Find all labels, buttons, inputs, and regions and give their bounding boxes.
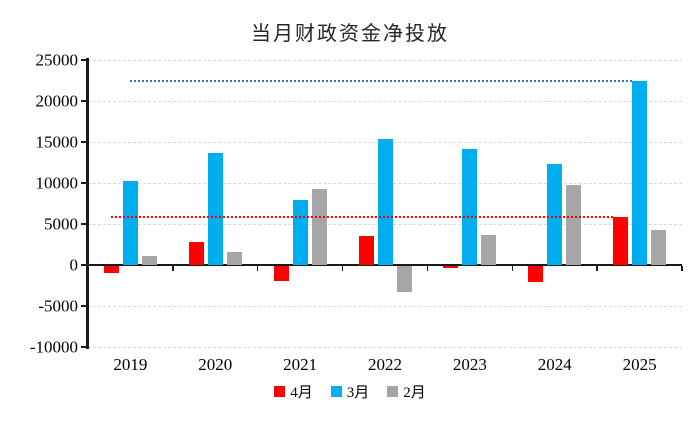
- y-axis-tick: [81, 264, 88, 266]
- y-axis-tick-label: -10000: [29, 337, 78, 357]
- february-swatch-icon: [387, 386, 399, 397]
- bar-4月-2025: [613, 216, 629, 265]
- bar-4月-2022: [358, 236, 374, 265]
- bar-2月-2023: [481, 235, 497, 265]
- y-axis-tick: [81, 100, 88, 102]
- bar-4月-2020: [188, 242, 204, 265]
- x-axis-tick: [87, 266, 89, 272]
- y-gridline: [88, 305, 682, 307]
- bar-3月-2023: [462, 148, 478, 265]
- y-axis-tick: [81, 182, 88, 184]
- y-gridline: [88, 59, 682, 61]
- chart-legend: 4月 3月 2月: [0, 381, 700, 402]
- x-axis-label: 2020: [198, 355, 233, 374]
- x-axis-tick: [172, 266, 174, 272]
- bar-3月-2025: [632, 80, 648, 265]
- x-axis-label: 2024: [537, 355, 572, 374]
- y-axis-tick-label: 5000: [44, 214, 78, 234]
- chart-title: 当月财政资金净投放: [251, 23, 449, 45]
- bar-2月-2020: [226, 251, 242, 265]
- bar-2月-2019: [141, 255, 157, 265]
- y-axis-tick-label: 25000: [35, 50, 79, 70]
- bar-3月-2020: [207, 153, 223, 265]
- x-axis-tick: [341, 266, 344, 272]
- april-swatch-icon: [274, 386, 286, 397]
- bar-3月-2019: [122, 180, 138, 265]
- bar-4月-2019: [103, 266, 119, 273]
- x-axis-tick: [256, 266, 259, 272]
- x-axis-tick: [426, 266, 429, 272]
- bar-2月-2025: [651, 229, 667, 265]
- legend-label-april: 4月: [290, 385, 313, 401]
- y-axis-tick-label: -5000: [38, 296, 78, 316]
- bar-2月-2022: [396, 266, 412, 293]
- bar-4月-2024: [528, 266, 544, 282]
- y-gridline: [88, 100, 682, 102]
- bar-2月-2021: [311, 188, 327, 265]
- y-axis-tick: [81, 346, 88, 348]
- legend-item-march: 3月: [330, 381, 370, 402]
- y-axis-tick: [81, 305, 88, 307]
- x-axis: [88, 263, 682, 267]
- y-axis-tick-label: 0: [69, 255, 79, 275]
- bar-4月-2023: [443, 266, 459, 269]
- bar-3月-2022: [377, 138, 393, 265]
- reference-line-3月: [130, 79, 633, 82]
- x-axis-tick: [511, 266, 514, 272]
- bar-3月-2021: [292, 200, 308, 265]
- y-axis-tick-label: 20000: [35, 91, 79, 111]
- y-axis: [86, 58, 89, 349]
- x-axis-label: 2021: [283, 355, 318, 374]
- march-swatch-icon: [330, 386, 342, 397]
- legend-label-february: 2月: [403, 385, 426, 401]
- x-axis-tick: [681, 266, 683, 272]
- y-axis-tick: [81, 141, 88, 143]
- x-axis-label: 2019: [113, 355, 148, 374]
- y-axis-tick: [81, 59, 88, 61]
- y-axis-tick-label: 10000: [35, 173, 79, 193]
- reference-line-4月: [111, 215, 614, 218]
- bar-4月-2021: [273, 266, 289, 281]
- x-axis-tick: [596, 266, 598, 272]
- y-axis-tick: [81, 223, 88, 225]
- y-axis-tick-label: 15000: [35, 132, 79, 152]
- legend-item-february: 2月: [387, 381, 426, 402]
- bar-3月-2024: [547, 164, 563, 265]
- x-axis-label: 2023: [452, 355, 487, 374]
- y-gridline: [88, 346, 682, 348]
- bar-2月-2024: [566, 185, 582, 265]
- legend-label-march: 3月: [346, 385, 370, 401]
- x-axis-label: 2022: [368, 355, 402, 374]
- legend-item-april: 4月: [274, 381, 313, 402]
- x-axis-label: 2025: [622, 355, 657, 374]
